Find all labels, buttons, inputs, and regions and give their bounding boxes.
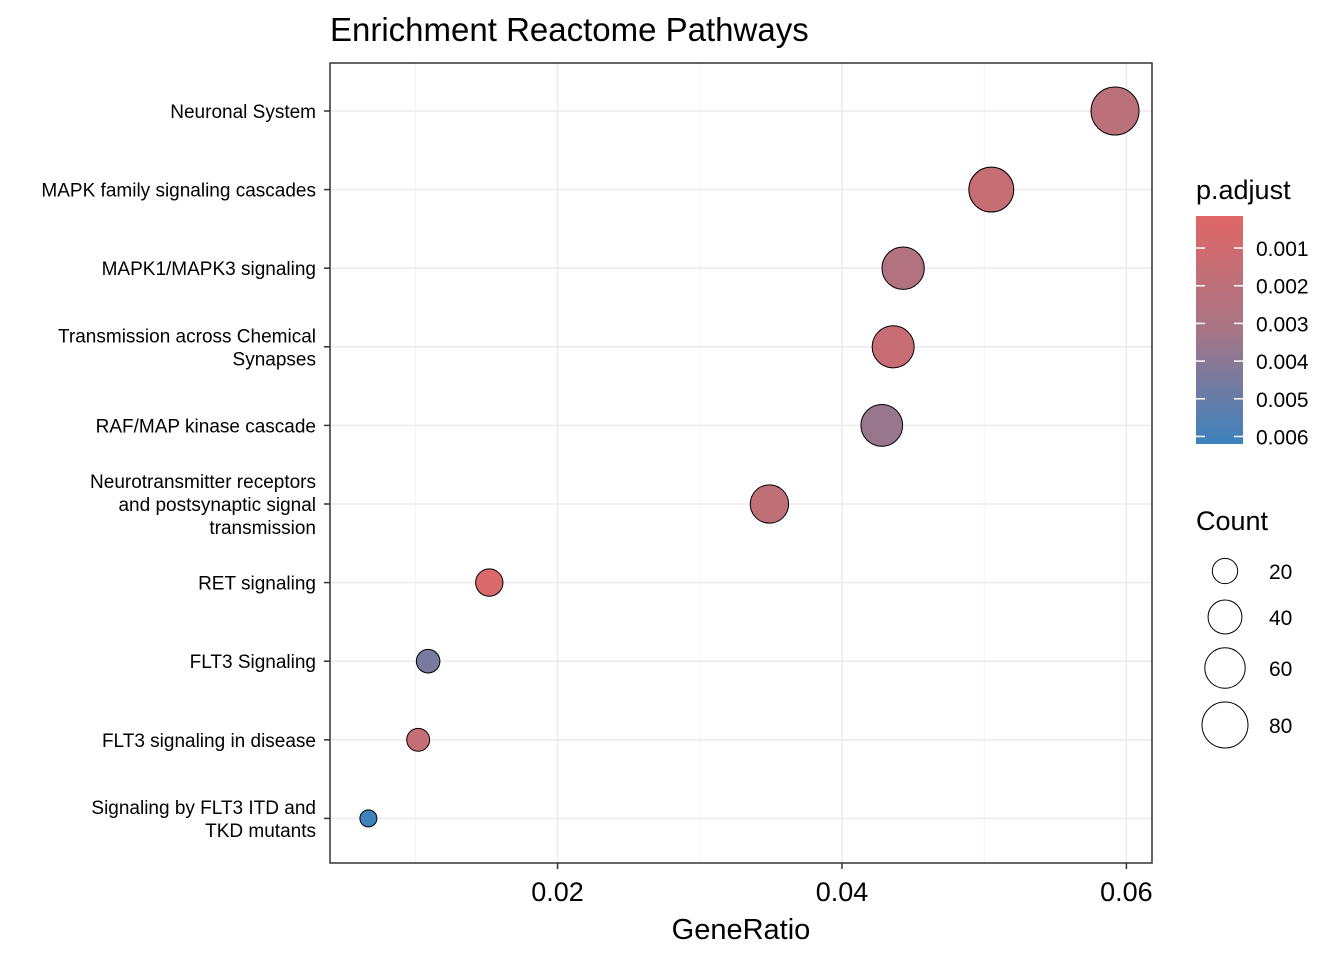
size-legend-circle xyxy=(1207,599,1243,635)
color-legend-title: p.adjust xyxy=(1196,175,1291,205)
y-category-label: Transmission across Chemical Synapses xyxy=(58,326,316,370)
x-axis-title: GeneRatio xyxy=(672,914,811,946)
data-point xyxy=(415,648,441,674)
chart-title: Enrichment Reactome Pathways xyxy=(330,11,809,48)
data-point xyxy=(871,325,915,369)
size-legend-label: 80 xyxy=(1269,715,1292,738)
y-category-label-line: Neurotransmitter receptors xyxy=(90,472,316,493)
y-category-label-line: MAPK1/MAPK3 signaling xyxy=(102,259,316,280)
size-legend-circle xyxy=(1204,647,1246,689)
y-category-label-line: Neuronal System xyxy=(170,102,316,123)
size-legend-circle xyxy=(1211,557,1239,585)
color-legend-label: 0.004 xyxy=(1256,351,1309,374)
y-category-label: FLT3 Signaling xyxy=(190,652,316,673)
data-point xyxy=(359,809,378,828)
y-category-label: MAPK family signaling cascades xyxy=(41,181,316,202)
plot-background xyxy=(330,63,1152,863)
x-tick-label: 0.06 xyxy=(1100,877,1153,907)
y-category-label-line: FLT3 Signaling xyxy=(190,652,316,673)
color-legend-label: 0.006 xyxy=(1256,426,1309,449)
y-category-label: Neuronal System xyxy=(170,102,316,123)
y-category-label-line: Synapses xyxy=(233,349,316,370)
plot-border xyxy=(329,62,1153,864)
data-point xyxy=(475,568,504,597)
y-category-label-line: Transmission across Chemical xyxy=(58,326,316,347)
size-legend-label: 60 xyxy=(1269,658,1292,681)
data-point xyxy=(749,484,790,524)
y-category-label-line: RAF/MAP kinase cascade xyxy=(96,416,316,437)
y-category-label-line: MAPK family signaling cascades xyxy=(41,181,316,202)
y-category-label: Neurotransmitter receptors and postsynapt… xyxy=(90,472,316,539)
x-tick-label: 0.04 xyxy=(816,877,869,907)
size-legend-label: 40 xyxy=(1269,607,1292,630)
legend: p.adjust Count 0.001 0.002 0.003 0.004 0.005… xyxy=(1196,175,1309,749)
color-legend-label: 0.001 xyxy=(1256,238,1309,261)
size-legend-title: Count xyxy=(1196,506,1269,536)
size-legend-label: 20 xyxy=(1269,561,1292,584)
color-legend-label: 0.003 xyxy=(1256,313,1309,336)
data-point xyxy=(881,246,925,290)
color-bar xyxy=(1196,216,1243,444)
y-category-label: MAPK1/MAPK3 signaling xyxy=(102,259,316,280)
y-category-label-line: Signaling by FLT3 ITD and xyxy=(91,798,316,819)
data-point xyxy=(1090,86,1140,136)
y-category-label: FLT3 signaling in disease xyxy=(102,731,316,752)
data-point xyxy=(406,727,431,752)
y-category-label-line: FLT3 signaling in disease xyxy=(102,731,316,752)
plot-area: 0.02 0.04 0.06 Neuronal System MAPK family s… xyxy=(41,62,1153,907)
y-category-label-line: RET signaling xyxy=(198,574,316,595)
size-legend-circle xyxy=(1201,701,1249,749)
y-category-label-line: transmission xyxy=(209,518,316,539)
y-category-label: RAF/MAP kinase cascade xyxy=(96,416,316,437)
y-category-label: RET signaling xyxy=(198,574,316,595)
y-category-label-line: TKD mutants xyxy=(205,821,316,842)
y-category-label: Signaling by FLT3 ITD and TKD mutants xyxy=(91,798,316,842)
color-legend-label: 0.005 xyxy=(1256,389,1309,412)
data-point xyxy=(860,404,904,447)
data-point xyxy=(968,166,1015,213)
x-tick-label: 0.02 xyxy=(531,877,584,907)
color-legend-label: 0.002 xyxy=(1256,276,1309,299)
y-category-label-line: and postsynaptic signal xyxy=(118,495,316,516)
